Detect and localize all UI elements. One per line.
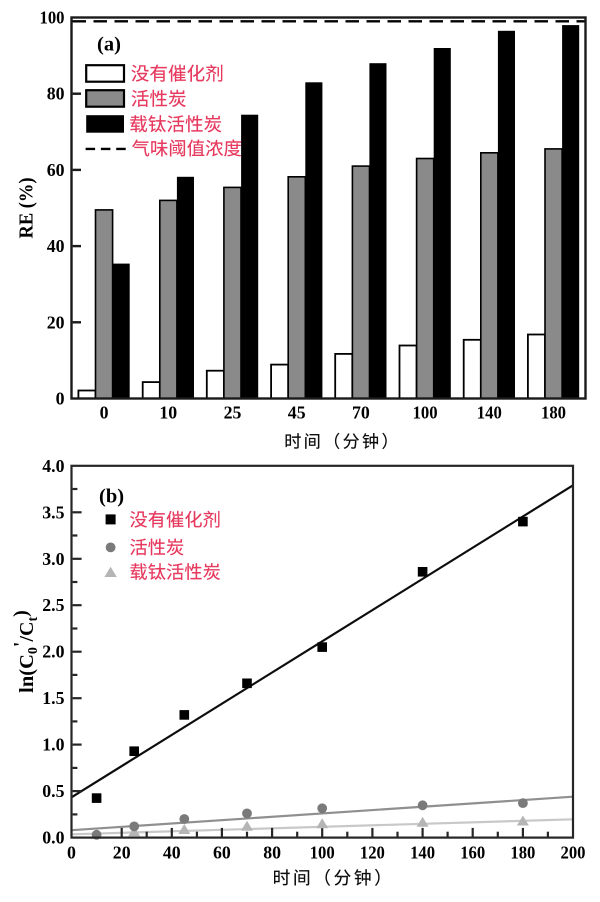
svg-text:100: 100 — [310, 842, 335, 862]
svg-text:60: 60 — [213, 842, 231, 862]
svg-text:120: 120 — [360, 842, 385, 862]
svg-text:20: 20 — [47, 312, 65, 332]
svg-text:0: 0 — [56, 389, 65, 409]
svg-text:3.5: 3.5 — [42, 502, 64, 522]
svg-text:80: 80 — [263, 842, 281, 862]
svg-text:0: 0 — [67, 842, 76, 862]
svg-text:70: 70 — [352, 403, 370, 423]
svg-text:2.0: 2.0 — [42, 642, 64, 662]
svg-text:20: 20 — [113, 842, 131, 862]
svg-text:80: 80 — [47, 84, 65, 104]
svg-text:160: 160 — [460, 842, 485, 862]
svg-text:45: 45 — [288, 403, 306, 423]
svg-text:4.0: 4.0 — [42, 456, 64, 476]
svg-text:3.0: 3.0 — [42, 549, 64, 569]
svg-text:2.5: 2.5 — [42, 595, 64, 615]
svg-text:1.0: 1.0 — [42, 735, 64, 755]
svg-text:ln(C0'/Ct): ln(C0'/Ct) — [10, 610, 41, 693]
svg-text:0.0: 0.0 — [42, 828, 64, 848]
svg-text:(a): (a) — [97, 34, 121, 56]
svg-text:25: 25 — [224, 403, 242, 423]
svg-text:60: 60 — [47, 160, 65, 180]
svg-text:100: 100 — [413, 403, 438, 423]
svg-text:RE (%): RE (%) — [16, 178, 38, 239]
svg-text:(b): (b) — [99, 486, 124, 508]
svg-text:180: 180 — [510, 842, 535, 862]
svg-text:10: 10 — [159, 403, 177, 423]
svg-text:200: 200 — [561, 842, 586, 862]
svg-text:140: 140 — [410, 842, 435, 862]
svg-text:1.5: 1.5 — [42, 688, 64, 708]
svg-text:100: 100 — [40, 8, 65, 28]
svg-text:180: 180 — [541, 403, 566, 423]
svg-text:0.5: 0.5 — [42, 781, 64, 801]
svg-text:40: 40 — [163, 842, 181, 862]
svg-text:140: 140 — [477, 403, 502, 423]
svg-text:40: 40 — [47, 236, 65, 256]
svg-text:0: 0 — [100, 403, 109, 423]
